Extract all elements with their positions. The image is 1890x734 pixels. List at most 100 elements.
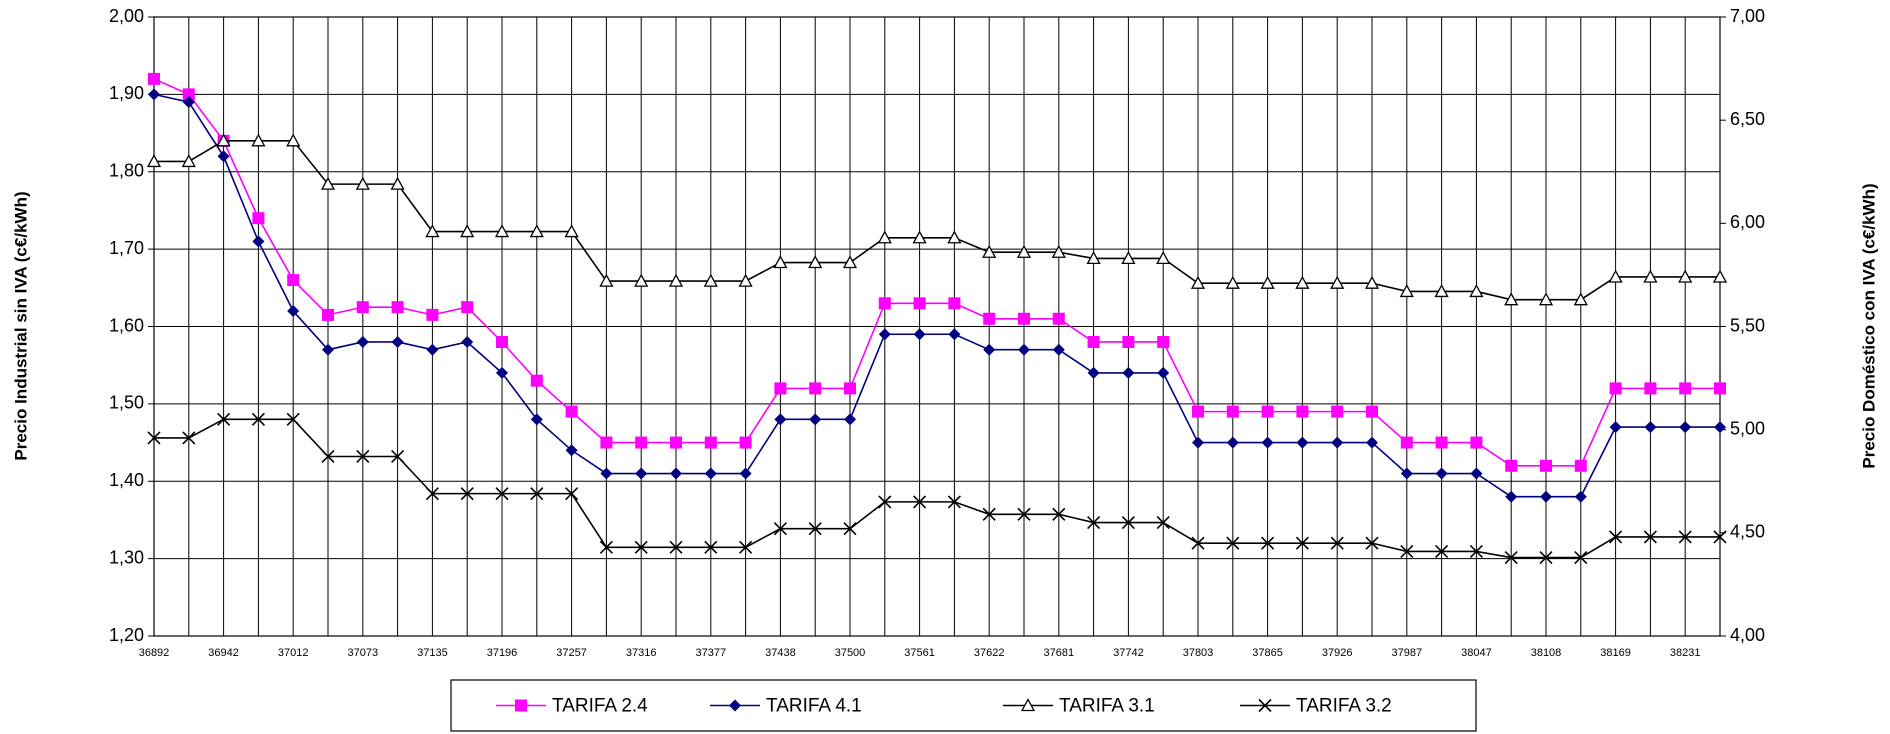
x-tick-label: 37500 [835,647,866,659]
marker [1016,244,1032,258]
marker [251,133,266,147]
y-tick-label: 1,50 [109,393,144,413]
marker [356,335,369,348]
marker [356,301,369,314]
marker [1156,515,1170,530]
marker [1260,275,1275,289]
marker [426,308,439,321]
marker [878,328,891,341]
marker [1296,436,1309,449]
marker [983,343,996,356]
y2-tick-label: 7,00 [1730,6,1765,26]
marker [287,274,300,287]
marker [286,133,301,147]
marker [739,436,752,449]
marker [948,328,961,341]
marker [320,176,336,190]
marker [496,366,508,379]
marker [530,487,544,501]
marker [322,308,334,321]
y-tick-label: 1,60 [109,315,144,335]
y2-axis-title: Precio Doméstico con IVA (c€/kWh) [1859,183,1878,468]
marker [1679,382,1692,395]
marker [1434,284,1449,298]
marker [252,212,265,225]
marker [216,133,231,147]
legend-label: TARIFA 3.1 [1059,696,1155,717]
marker [286,412,300,426]
x-tick-label: 38169 [1600,647,1631,659]
x-tick-label: 38231 [1670,647,1701,659]
marker [355,176,370,190]
marker [426,343,439,356]
marker [461,335,474,348]
marker [1505,490,1518,503]
marker [670,467,682,480]
marker [1086,251,1101,265]
marker [1331,405,1344,418]
marker [1643,269,1658,283]
marker [1190,275,1206,289]
marker [1261,536,1275,550]
marker [1504,292,1519,306]
marker [1469,284,1484,298]
marker [1644,382,1657,395]
marker [1643,530,1657,544]
marker [1122,366,1135,379]
marker [182,431,196,445]
x-tick-label: 37012 [278,647,309,659]
marker [530,374,543,387]
x-tick-label: 37135 [417,647,448,659]
marker [1261,405,1274,418]
marker [252,235,265,248]
marker [1330,536,1344,550]
marker [739,540,753,554]
marker [635,467,648,480]
marker [704,467,717,480]
marker [1121,251,1136,265]
marker [391,449,405,464]
marker [913,297,926,310]
marker [1121,515,1135,530]
marker [844,413,856,426]
series-line [154,418,1720,559]
marker [425,224,440,238]
marker [983,312,996,325]
marker [635,436,648,449]
plot-frame [153,16,1721,637]
marker [148,72,160,85]
marker [947,495,961,509]
marker [877,230,892,244]
marker [600,467,613,480]
legend-label: TARIFA 4.1 [766,696,862,717]
marker [1225,275,1240,289]
marker [1052,507,1066,521]
marker [181,154,196,168]
marker [1644,421,1657,434]
x-tick-label: 37257 [556,647,587,659]
marker [1366,436,1378,449]
y2-tick-label: 5,00 [1730,418,1765,438]
marker [460,224,475,238]
marker [1400,544,1414,558]
marker [1679,421,1692,434]
marker [704,436,717,449]
marker [1020,698,1036,712]
marker [494,224,510,238]
marker [1574,490,1587,503]
x-tick-label: 37987 [1392,647,1423,659]
marker [425,487,439,501]
marker [1469,544,1483,558]
marker [774,413,787,426]
marker [844,382,856,395]
x-tick-label: 37622 [974,647,1005,659]
x-tick-label: 36892 [139,647,170,659]
marker [495,487,509,501]
marker [1470,436,1483,449]
marker [738,273,753,287]
marker [878,495,892,509]
marker [1191,536,1205,550]
y2-tick-label: 6,00 [1730,212,1765,232]
marker [1051,244,1066,258]
